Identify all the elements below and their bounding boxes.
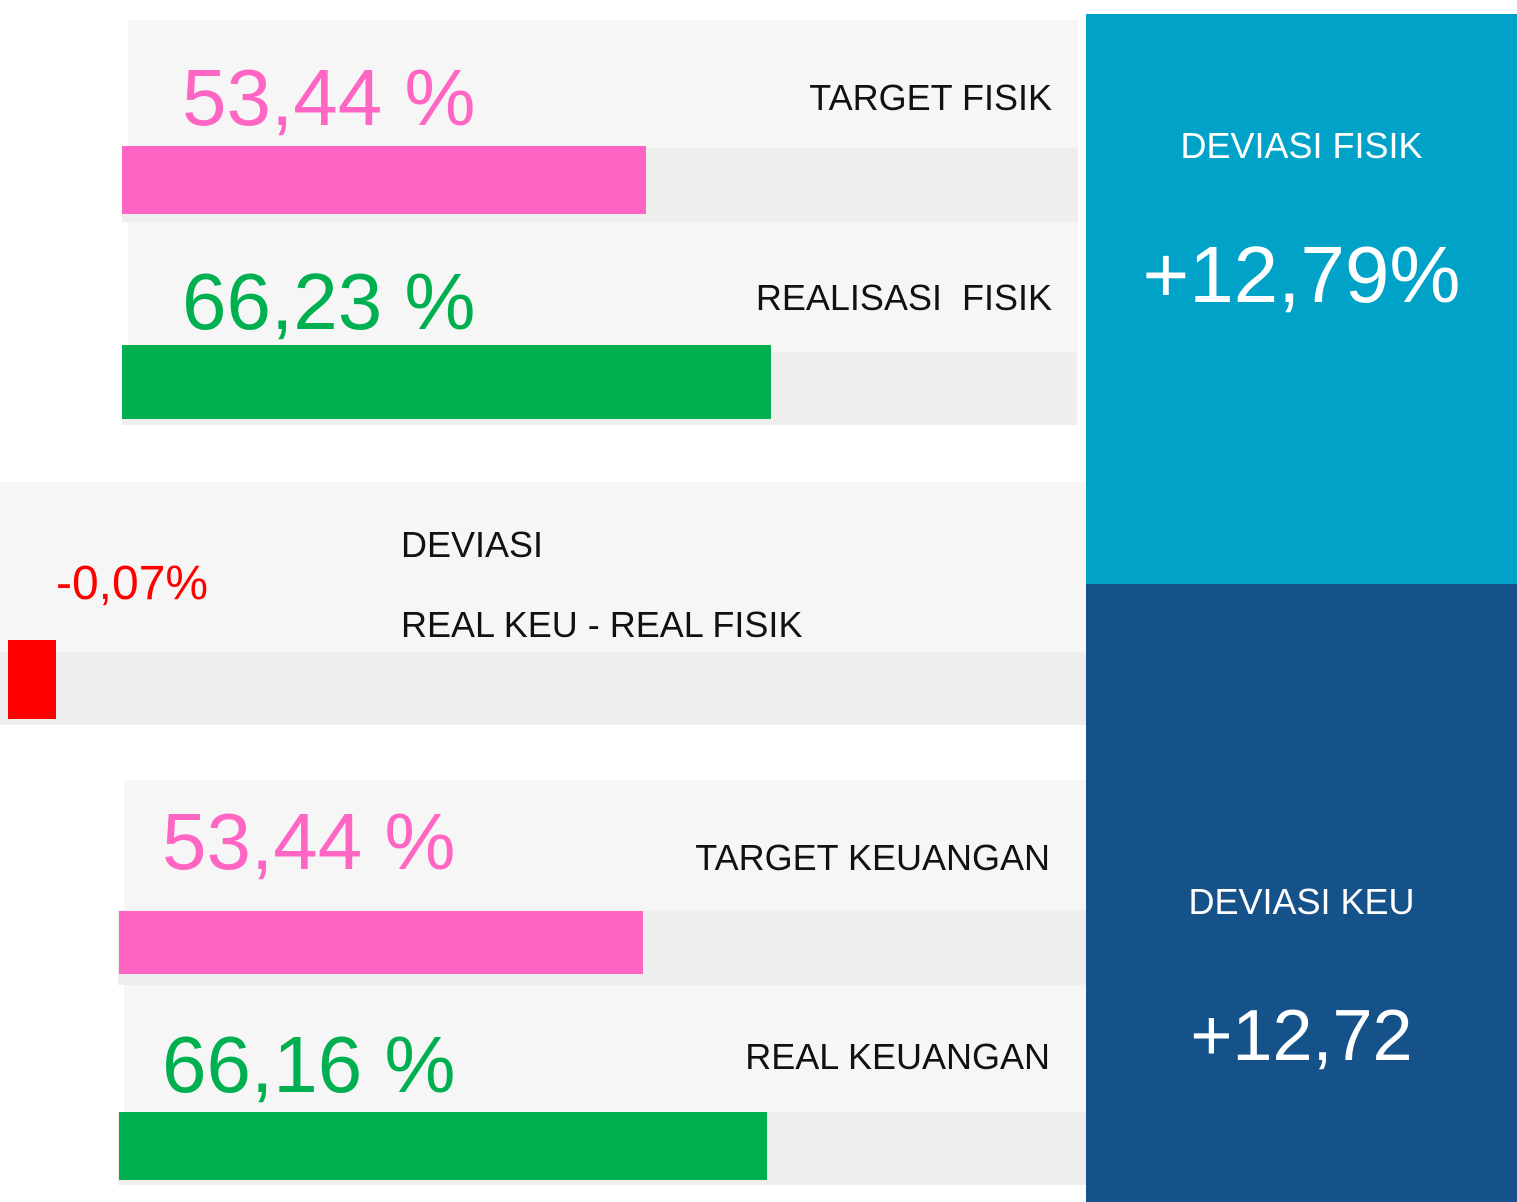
value-label: 53,44 % [182, 53, 476, 142]
label: REAL KEUANGAN [745, 1036, 1050, 1077]
panel [1086, 584, 1517, 1202]
value-label: 66,16 % [162, 1020, 456, 1109]
panel-value: +12,72 [1190, 996, 1413, 1076]
panel [1086, 14, 1517, 584]
bar [119, 911, 643, 974]
label: REALISASI FISIK [755, 277, 1052, 318]
track [0, 652, 1086, 725]
label: DEVIASI [401, 524, 544, 565]
label: TARGET FISIK [809, 77, 1052, 118]
panel-title: DEVIASI FISIK [1180, 125, 1423, 166]
bar [122, 146, 646, 214]
bar [119, 1112, 768, 1180]
panel-title: DEVIASI KEU [1188, 881, 1415, 922]
label: TARGET KEUANGAN [695, 837, 1050, 878]
value-label: -0,07% [56, 557, 209, 610]
value-label: 53,44 % [162, 797, 456, 886]
bar [122, 345, 772, 419]
label: REAL KEU - REAL FISIK [401, 604, 803, 645]
panel-value: +12,79% [1142, 230, 1461, 319]
bar [8, 640, 56, 719]
value-label: 66,23 % [182, 257, 476, 346]
